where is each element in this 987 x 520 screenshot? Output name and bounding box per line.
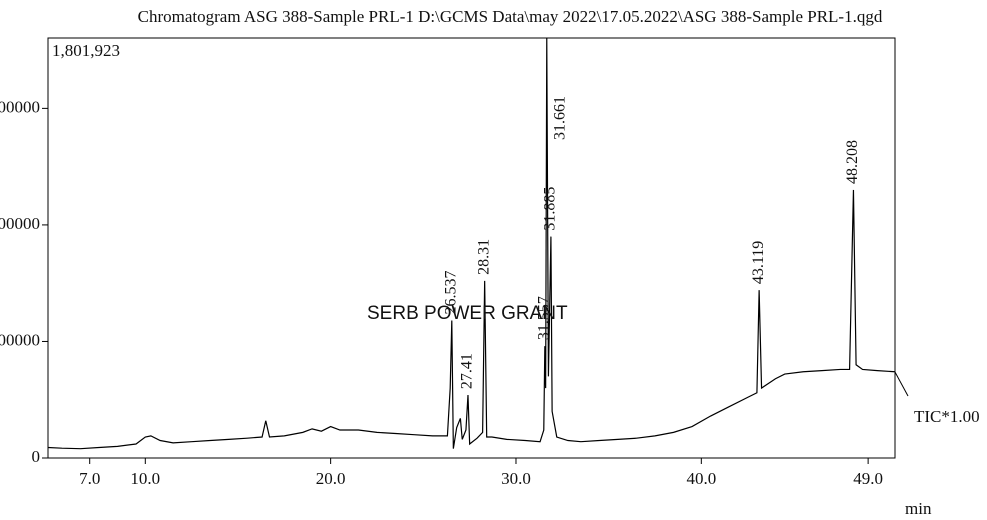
peak-label: 31.661: [551, 96, 568, 140]
peak-label: 43.119: [750, 241, 767, 284]
y-tick-label: 1500000: [0, 97, 40, 116]
y-tick-label: 500000: [0, 330, 40, 349]
watermark: SERB POWER GRANT: [367, 303, 568, 324]
plot-frame: [47, 37, 896, 459]
y-tick-label: 1000000: [0, 214, 40, 233]
x-unit-label: min: [905, 499, 932, 518]
chart-title: Chromatogram ASG 388-Sample PRL-1 D:\GCM…: [138, 7, 883, 26]
trace-leader: [894, 371, 909, 397]
chromatogram-trace: [47, 37, 896, 450]
x-tick-label: 49.0: [853, 469, 883, 488]
x-tick-label: 30.0: [501, 469, 531, 488]
peak-label: 26.537: [442, 270, 459, 314]
peak-label: 28.31: [475, 239, 492, 275]
x-tick-label: 10.0: [130, 469, 160, 488]
peak-label: 27.41: [459, 353, 476, 389]
peak-label: 48.208: [844, 140, 861, 184]
y-tick-label: 0: [32, 447, 41, 466]
trace-label: TIC*1.00: [914, 407, 980, 426]
x-tick-label: 20.0: [316, 469, 346, 488]
peak-label: 31.885: [542, 187, 559, 231]
max-label: 1,801,923: [52, 41, 120, 60]
peak-label: 31.557: [536, 296, 553, 340]
x-tick-label: 40.0: [686, 469, 716, 488]
x-tick-label: 7.0: [79, 469, 100, 488]
